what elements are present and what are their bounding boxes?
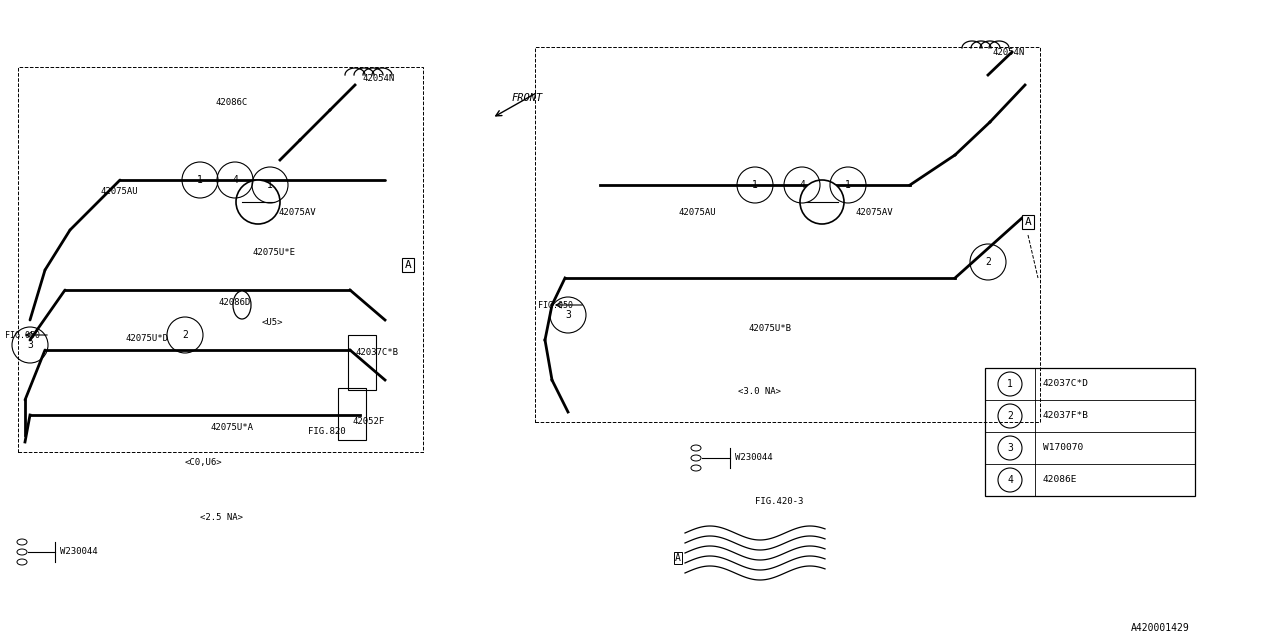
Text: 1: 1	[753, 180, 758, 190]
Text: 42075AV: 42075AV	[278, 207, 316, 216]
Text: 2: 2	[1007, 411, 1012, 421]
Text: 1: 1	[197, 175, 204, 185]
Text: FRONT: FRONT	[512, 93, 543, 103]
Text: 42052F: 42052F	[352, 417, 384, 426]
Text: 42086D: 42086D	[218, 298, 251, 307]
Text: 42075U*E: 42075U*E	[252, 248, 294, 257]
Text: 42075U*D: 42075U*D	[125, 333, 168, 342]
Bar	[535, 47, 1039, 422]
Text: 42037C*D: 42037C*D	[1043, 380, 1089, 388]
Text: <3.0 NA>: <3.0 NA>	[739, 387, 781, 397]
Text: 42075AV: 42075AV	[855, 207, 892, 216]
Text: 42075U*B: 42075U*B	[748, 323, 791, 333]
Text: A: A	[675, 553, 681, 563]
Bar	[338, 388, 366, 440]
Text: FIG.050: FIG.050	[538, 301, 573, 310]
Text: FIG.420-3: FIG.420-3	[755, 497, 804, 506]
Text: 2: 2	[182, 330, 188, 340]
Text: 2: 2	[986, 257, 991, 267]
Text: 3: 3	[1007, 443, 1012, 453]
Text: 42075U*A: 42075U*A	[210, 424, 253, 433]
Text: A420001429: A420001429	[1130, 623, 1189, 633]
Text: 1: 1	[268, 180, 273, 190]
Text: 42054N: 42054N	[362, 74, 394, 83]
Text: 4: 4	[799, 180, 805, 190]
Text: W230044: W230044	[735, 454, 773, 463]
Bar	[986, 368, 1196, 496]
Text: FIG.820: FIG.820	[308, 428, 346, 436]
Text: A: A	[404, 260, 411, 270]
Text: <C0,U6>: <C0,U6>	[186, 458, 223, 467]
Text: <U5>: <U5>	[262, 317, 283, 326]
Text: 1: 1	[845, 180, 851, 190]
Ellipse shape	[233, 291, 251, 319]
Text: 42037F*B: 42037F*B	[1043, 412, 1089, 420]
Text: <2.5 NA>: <2.5 NA>	[200, 513, 243, 522]
Text: 42075AU: 42075AU	[100, 188, 138, 196]
Text: 42037C*B: 42037C*B	[355, 348, 398, 356]
Bar	[18, 67, 422, 452]
Text: A: A	[1024, 217, 1032, 227]
Text: 42086E: 42086E	[1043, 476, 1078, 484]
Text: W170070: W170070	[1043, 444, 1083, 452]
Text: W230044: W230044	[60, 547, 97, 557]
Circle shape	[236, 180, 280, 224]
Text: 4: 4	[232, 175, 238, 185]
Text: 42054N: 42054N	[992, 47, 1024, 56]
Text: 42075AU: 42075AU	[678, 207, 716, 216]
Text: 3: 3	[564, 310, 571, 320]
Text: 4: 4	[1007, 475, 1012, 485]
Text: FIG.050: FIG.050	[5, 330, 40, 339]
Bar	[348, 335, 376, 390]
Circle shape	[800, 180, 844, 224]
Text: 1: 1	[1007, 379, 1012, 389]
Text: 42086C: 42086C	[215, 97, 247, 106]
Text: 3: 3	[27, 340, 33, 350]
